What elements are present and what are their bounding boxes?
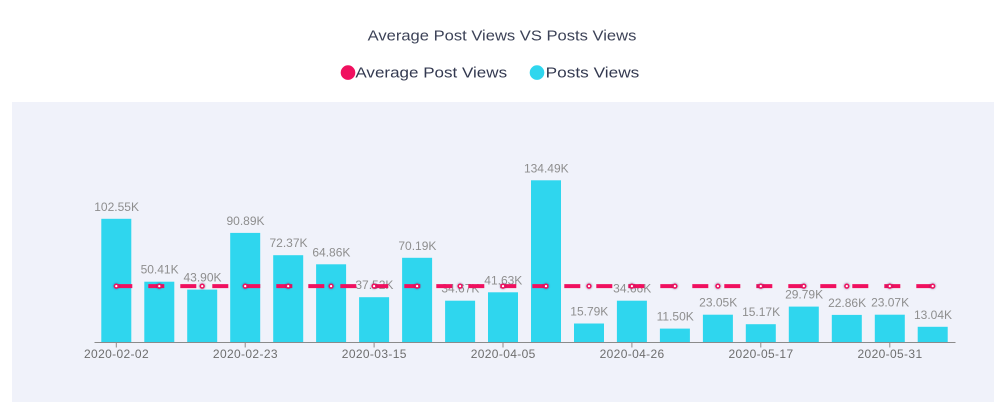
svg-text:23.07K: 23.07K [871, 296, 909, 310]
svg-text:15.17K: 15.17K [742, 305, 780, 319]
svg-text:70.19K: 70.19K [398, 239, 436, 253]
svg-text:Posts Views: Posts Views [546, 65, 640, 82]
svg-text:2020-02-02: 2020-02-02 [84, 347, 149, 361]
svg-text:2020-02-23: 2020-02-23 [213, 347, 278, 361]
svg-text:50.41K: 50.41K [141, 263, 179, 277]
svg-text:41.63K: 41.63K [484, 273, 522, 287]
svg-text:13.04K: 13.04K [914, 308, 952, 322]
svg-text:2020-05-17: 2020-05-17 [729, 347, 794, 361]
svg-text:2020-04-05: 2020-04-05 [471, 347, 536, 361]
svg-text:2020-04-26: 2020-04-26 [600, 347, 665, 361]
svg-text:29.79K: 29.79K [785, 288, 823, 302]
svg-text:64.86K: 64.86K [312, 245, 350, 259]
svg-text:102.55K: 102.55K [94, 200, 139, 214]
svg-text:23.05K: 23.05K [699, 296, 737, 310]
svg-text:2020-03-15: 2020-03-15 [342, 347, 407, 361]
svg-text:90.89K: 90.89K [226, 214, 264, 228]
svg-text:15.79K: 15.79K [570, 305, 608, 319]
svg-text:22.86K: 22.86K [828, 296, 866, 310]
svg-text:11.50K: 11.50K [657, 310, 694, 324]
svg-text:2020-05-31: 2020-05-31 [858, 347, 923, 361]
svg-text:43.90K: 43.90K [183, 271, 221, 285]
svg-text:Average Post Views: Average Post Views [355, 65, 507, 82]
svg-text:72.37K: 72.37K [269, 236, 307, 250]
svg-text:Average Post Views VS Posts Vi: Average Post Views VS Posts Views [368, 28, 637, 45]
svg-text:134.49K: 134.49K [524, 161, 569, 175]
